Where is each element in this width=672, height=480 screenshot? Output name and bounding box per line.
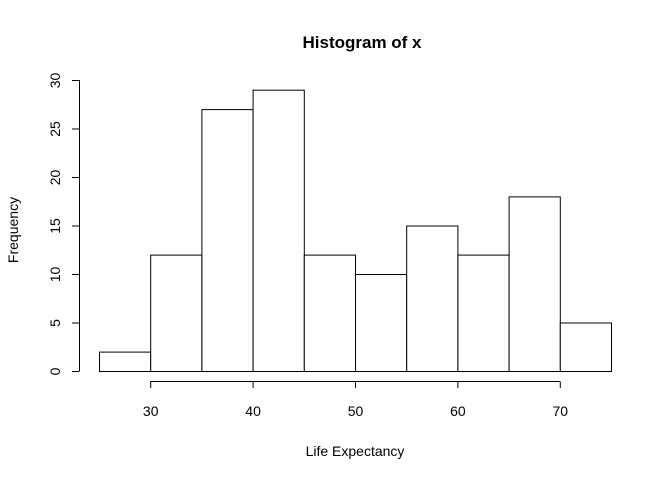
x-tick-label: 70 bbox=[553, 403, 569, 419]
x-axis-label: Life Expectancy bbox=[306, 443, 405, 459]
histogram-bar bbox=[99, 351, 152, 373]
histogram-bar bbox=[508, 196, 561, 372]
y-tick-label: 15 bbox=[47, 218, 63, 234]
x-tick-label: 40 bbox=[245, 403, 261, 419]
y-tick-label: 25 bbox=[47, 121, 63, 137]
y-tick-label: 30 bbox=[47, 73, 63, 89]
y-tick-label: 10 bbox=[47, 267, 63, 283]
histogram-bar bbox=[201, 109, 254, 372]
y-tick-label: 20 bbox=[47, 170, 63, 186]
y-tick-label: 0 bbox=[47, 367, 63, 375]
chart-title: Histogram of x bbox=[302, 33, 422, 52]
y-tick-label: 5 bbox=[47, 319, 63, 327]
y-axis-label: Frequency bbox=[5, 197, 21, 263]
x-tick-label: 60 bbox=[450, 403, 466, 419]
histogram-bar bbox=[303, 254, 356, 373]
bars-group bbox=[99, 89, 612, 373]
y-axis: 0 5 10 15 20 25 30 bbox=[47, 73, 80, 375]
histogram-bar bbox=[406, 225, 459, 372]
histogram-bar bbox=[559, 322, 612, 372]
x-tick-label: 30 bbox=[143, 403, 159, 419]
histogram-bar bbox=[355, 274, 408, 372]
histogram-bar bbox=[457, 254, 510, 373]
x-tick-label: 50 bbox=[348, 403, 364, 419]
histogram-bar bbox=[150, 254, 203, 373]
histogram-bar bbox=[252, 89, 305, 372]
x-axis: 30 40 50 60 70 bbox=[143, 381, 569, 419]
